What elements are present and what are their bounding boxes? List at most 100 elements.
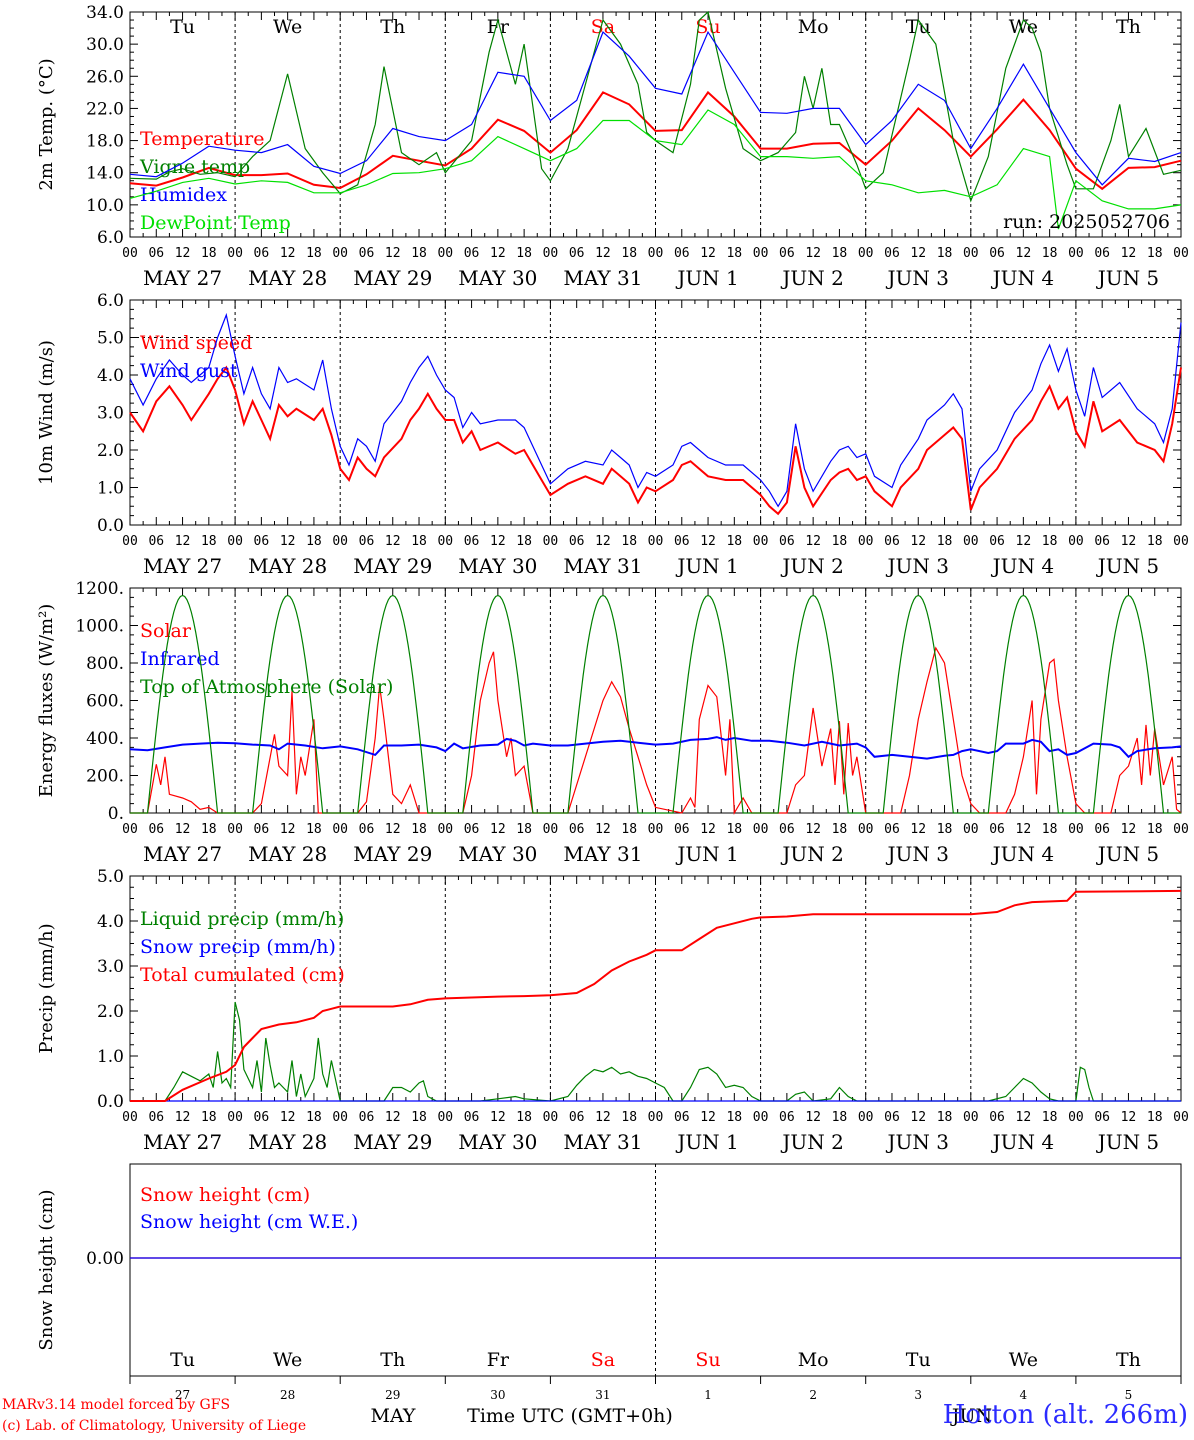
series-line-2-2 — [130, 594, 1181, 814]
weekday-label: Mo — [798, 1349, 829, 1371]
date-label: MAY 30 — [458, 554, 537, 578]
date-label: JUN 4 — [991, 554, 1054, 578]
y-tick-label: 4.0 — [97, 912, 124, 932]
hour-tick-label: 12 — [175, 534, 191, 549]
date-label: JUN 2 — [780, 1130, 843, 1154]
hour-tick-label: 12 — [595, 822, 611, 837]
hour-tick-label: 18 — [306, 822, 322, 837]
y-tick-label: 5.0 — [97, 867, 124, 887]
hour-tick-label: 00 — [753, 1110, 769, 1125]
hour-tick-label: 12 — [910, 246, 926, 261]
hour-tick-label: 00 — [858, 1110, 874, 1125]
hour-tick-label: 00 — [227, 534, 243, 549]
date-label: JUN 4 — [991, 842, 1054, 866]
series-line-0-3 — [129, 109, 1182, 230]
hour-tick-label: 18 — [1147, 246, 1163, 261]
hour-tick-label: 00 — [858, 534, 874, 549]
hour-tick-label: 18 — [411, 246, 427, 261]
hour-tick-label: 12 — [910, 1110, 926, 1125]
weekday-label: We — [273, 16, 302, 38]
hour-tick-label: 18 — [1042, 534, 1058, 549]
hour-tick-label: 06 — [254, 1110, 270, 1125]
hour-tick-label: 00 — [332, 1110, 348, 1125]
y-tick-label: 2.0 — [97, 1002, 124, 1022]
y-tick-label: 1000. — [75, 617, 124, 637]
hour-tick-label: 12 — [805, 822, 821, 837]
day-number-label: 4 — [1020, 1388, 1028, 1402]
y-tick-label: 18.0 — [86, 132, 124, 152]
hour-tick-label: 12 — [1016, 1110, 1032, 1125]
hour-tick-label: 12 — [1121, 246, 1137, 261]
hour-tick-label: 12 — [805, 1110, 821, 1125]
weekday-label: Tu — [170, 1349, 195, 1371]
hour-tick-label: 06 — [359, 534, 375, 549]
hour-tick-label: 00 — [1068, 1110, 1084, 1125]
y-axis-label: Energy fluxes (W/m²) — [36, 604, 57, 798]
legend-entry: Wind speed — [140, 332, 252, 354]
weekday-label: Tu — [906, 1349, 931, 1371]
y-tick-label: 200. — [86, 767, 124, 787]
legend-entry: Wind gust — [140, 360, 238, 382]
hour-tick-label: 12 — [595, 246, 611, 261]
date-label: MAY 28 — [248, 842, 327, 866]
hour-tick-label: 00 — [332, 246, 348, 261]
hour-tick-label: 06 — [779, 246, 795, 261]
weekday-label: Tu — [170, 16, 195, 38]
hour-tick-label: 00 — [753, 534, 769, 549]
hour-tick-label: 18 — [726, 1110, 742, 1125]
hour-tick-label: 12 — [1121, 1110, 1137, 1125]
hour-tick-label: 06 — [1094, 822, 1110, 837]
legend-entry: Top of Atmosphere (Solar) — [140, 676, 393, 698]
hour-tick-label: 06 — [254, 246, 270, 261]
hour-tick-label: 12 — [280, 1110, 296, 1125]
date-label: MAY 27 — [143, 842, 222, 866]
hour-tick-label: 12 — [490, 246, 506, 261]
hour-tick-label: 12 — [280, 822, 296, 837]
hour-tick-label: 06 — [989, 534, 1005, 549]
hour-tick-label: 18 — [832, 822, 848, 837]
hour-tick-label: 06 — [148, 246, 164, 261]
month-label: MAY — [371, 1405, 416, 1427]
hour-tick-label: 06 — [359, 246, 375, 261]
y-tick-label: 0.0 — [97, 516, 124, 536]
weekday-label: Th — [380, 16, 405, 38]
date-label: MAY 27 — [143, 266, 222, 290]
hour-tick-label: 00 — [963, 534, 979, 549]
day-number-label: 1 — [704, 1388, 712, 1402]
hour-tick-label: 00 — [1173, 1110, 1189, 1125]
hour-tick-label: 06 — [989, 246, 1005, 261]
hour-tick-label: 12 — [1121, 822, 1137, 837]
date-label: MAY 31 — [563, 1130, 642, 1154]
weekday-label: Su — [695, 16, 720, 38]
hour-tick-label: 00 — [543, 822, 559, 837]
hour-tick-label: 06 — [884, 246, 900, 261]
hour-tick-label: 06 — [674, 246, 690, 261]
hour-tick-label: 18 — [516, 246, 532, 261]
date-label: MAY 30 — [458, 1130, 537, 1154]
hour-tick-label: 12 — [175, 1110, 191, 1125]
hour-tick-label: 18 — [516, 822, 532, 837]
hour-tick-label: 12 — [700, 822, 716, 837]
legend-entry: Vigne temp — [139, 156, 250, 178]
hour-tick-label: 00 — [858, 246, 874, 261]
hour-tick-label: 00 — [332, 822, 348, 837]
date-label: JUN 5 — [1096, 266, 1159, 290]
hour-tick-label: 00 — [963, 1110, 979, 1125]
hour-tick-label: 12 — [490, 822, 506, 837]
month-label: JUN — [950, 1405, 992, 1427]
hour-tick-label: 00 — [1173, 246, 1189, 261]
hour-tick-label: 18 — [832, 246, 848, 261]
hour-tick-label: 06 — [148, 822, 164, 837]
hour-tick-label: 18 — [201, 1110, 217, 1125]
weekday-label: Th — [1116, 1349, 1141, 1371]
legend-entry: Humidex — [140, 184, 227, 206]
hour-tick-label: 00 — [122, 534, 138, 549]
hour-tick-label: 12 — [385, 534, 401, 549]
day-number-label: 28 — [280, 1388, 295, 1402]
hour-tick-label: 00 — [227, 822, 243, 837]
hour-tick-label: 12 — [595, 1110, 611, 1125]
hour-tick-label: 18 — [832, 534, 848, 549]
date-label: MAY 29 — [353, 266, 432, 290]
y-tick-label: 0.0 — [97, 1092, 124, 1112]
